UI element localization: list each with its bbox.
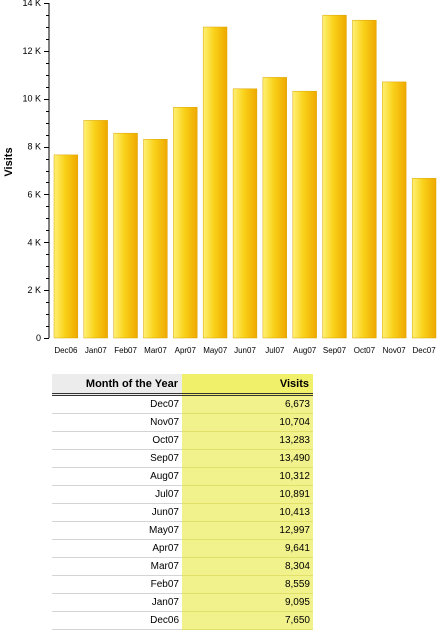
visits-cell: 8,304 [182, 557, 313, 576]
x-tick-label: Apr07 [175, 346, 197, 355]
x-tick-label: May07 [203, 346, 228, 355]
x-tick-label: Sep07 [323, 346, 347, 355]
x-tick-label: Aug07 [293, 346, 317, 355]
y-tick-label: 6 K [27, 189, 41, 199]
bar-apr07[interactable] [173, 107, 198, 339]
bar-jun07[interactable] [232, 88, 258, 339]
bar-jul07[interactable] [262, 77, 287, 339]
y-tick-label: 4 K [27, 237, 41, 247]
table-row: Mar07 8,304 [52, 557, 313, 576]
visits-cell: 10,704 [182, 413, 313, 432]
y-tick-label: 0 [36, 333, 41, 343]
month-cell: Aug07 [52, 467, 182, 486]
y-tick-label: 12 K [22, 46, 41, 56]
visits-column-header[interactable]: Visits [182, 374, 313, 396]
x-tick-label: Jul07 [265, 346, 285, 355]
visits-cell: 9,095 [182, 593, 313, 612]
table-row: Sep07 13,490 [52, 449, 313, 468]
month-cell: Jan07 [52, 593, 182, 612]
table-row: May07 12,997 [52, 521, 313, 540]
bar-aug07[interactable] [292, 90, 317, 339]
table-row: Aug07 10,312 [52, 467, 313, 486]
visits-cell: 8,559 [182, 575, 313, 594]
bar-oct07[interactable] [352, 19, 377, 339]
y-axis-title: Visits [3, 147, 15, 176]
visits-cell: 13,490 [182, 449, 313, 468]
visits-cell: 10,312 [182, 467, 313, 486]
bar-may07[interactable] [202, 26, 228, 339]
bars [53, 14, 437, 339]
x-tick-label: Jun07 [234, 346, 256, 355]
visits-bar-chart: Visits 0 2 K 4 K 6 K 8 K 10 K 12 K 14 K Dec06 Ja… [3, 0, 437, 355]
table-row: Feb07 8,559 [52, 575, 313, 594]
x-tick-label: Jan07 [85, 346, 107, 355]
month-column-header[interactable]: Month of the Year [52, 374, 182, 396]
y-axis: 0 2 K 4 K 6 K 8 K 10 K 12 K 14 K [22, 0, 50, 343]
visits-table: Month of the Year Visits Dec07 6,673 Nov07… [52, 374, 313, 630]
x-axis: Dec06 Jan07 Feb07 Mar07 Apr07 May07 Jun07 Jul07… [54, 346, 436, 355]
month-cell: Dec06 [52, 611, 182, 630]
y-tick-label: 14 K [22, 0, 41, 8]
bar-nov07[interactable] [382, 81, 407, 339]
table-row: Apr07 9,641 [52, 539, 313, 558]
x-tick-label: Dec07 [413, 346, 437, 355]
visits-cell: 12,997 [182, 521, 313, 540]
visits-cell: 10,891 [182, 485, 313, 504]
month-cell: Jun07 [52, 503, 182, 522]
month-cell: Feb07 [52, 575, 182, 594]
x-tick-label: Mar07 [144, 346, 167, 355]
month-cell: Sep07 [52, 449, 182, 468]
y-tick-label: 10 K [22, 94, 41, 104]
month-cell: Oct07 [52, 431, 182, 450]
month-cell: Mar07 [52, 557, 182, 576]
table-header-row: Month of the Year Visits [52, 374, 313, 396]
x-tick-label: Feb07 [114, 346, 137, 355]
visits-cell: 13,283 [182, 431, 313, 450]
bar-dec06[interactable] [53, 154, 79, 339]
visits-cell: 10,413 [182, 503, 313, 522]
month-cell: Dec07 [52, 394, 182, 414]
x-tick-label: Dec06 [54, 346, 78, 355]
table-row: Jul07 10,891 [52, 485, 313, 504]
table-row: Nov07 10,704 [52, 413, 313, 432]
bar-dec07[interactable] [411, 178, 437, 339]
month-cell: Nov07 [52, 413, 182, 432]
table-row: Jan07 9,095 [52, 593, 313, 612]
table-body: Dec07 6,673 Nov07 10,704 Oct07 13,283 Sep07 13,… [52, 394, 313, 630]
table-row: Dec06 7,650 [52, 611, 313, 630]
visits-cell: 9,641 [182, 539, 313, 558]
table-row: Jun07 10,413 [52, 503, 313, 522]
visits-cell: 6,673 [182, 394, 313, 414]
month-cell: Apr07 [52, 539, 182, 558]
table-row: Oct07 13,283 [52, 431, 313, 450]
bar-feb07[interactable] [113, 132, 138, 339]
bar-mar07[interactable] [143, 139, 168, 339]
y-tick-label: 2 K [27, 285, 41, 295]
table-row: Dec07 6,673 [52, 394, 313, 414]
bar-sep07[interactable] [322, 14, 347, 339]
y-tick-label: 8 K [27, 142, 41, 152]
bar-jan07[interactable] [83, 120, 108, 339]
month-cell: May07 [52, 521, 182, 540]
x-tick-label: Nov07 [383, 346, 407, 355]
visits-cell: 7,650 [182, 611, 313, 630]
month-cell: Jul07 [52, 485, 182, 504]
x-tick-label: Oct07 [354, 346, 376, 355]
